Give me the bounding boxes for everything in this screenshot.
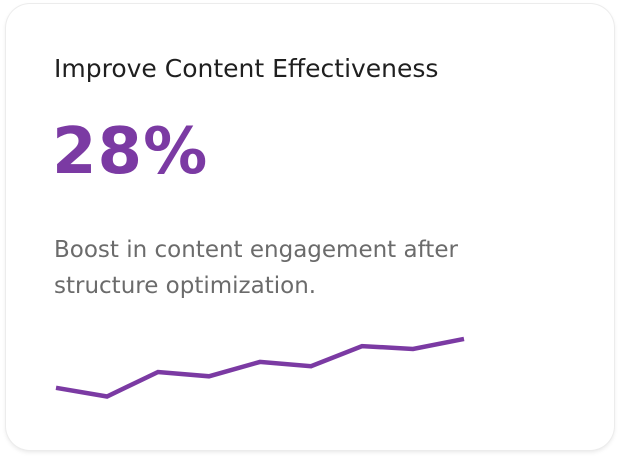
- metric-card: Improve Content Effectiveness 28% Boost …: [6, 4, 614, 450]
- metric-value: 28%: [52, 115, 209, 189]
- sparkline-series: [55, 336, 465, 399]
- card-title: Improve Content Effectiveness: [54, 54, 439, 83]
- trend-sparkline: [55, 336, 465, 399]
- metric-description: Boost in content engagement after struct…: [54, 237, 458, 299]
